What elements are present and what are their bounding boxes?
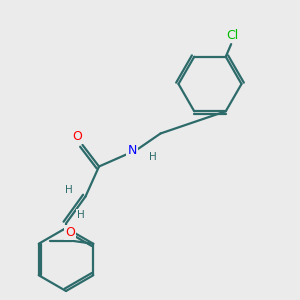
Text: H: H — [149, 152, 157, 162]
Text: Cl: Cl — [226, 29, 239, 42]
Text: N: N — [127, 143, 137, 157]
Text: H: H — [76, 210, 84, 220]
Text: O: O — [72, 130, 82, 143]
Text: O: O — [65, 226, 75, 239]
Text: H: H — [65, 185, 73, 195]
